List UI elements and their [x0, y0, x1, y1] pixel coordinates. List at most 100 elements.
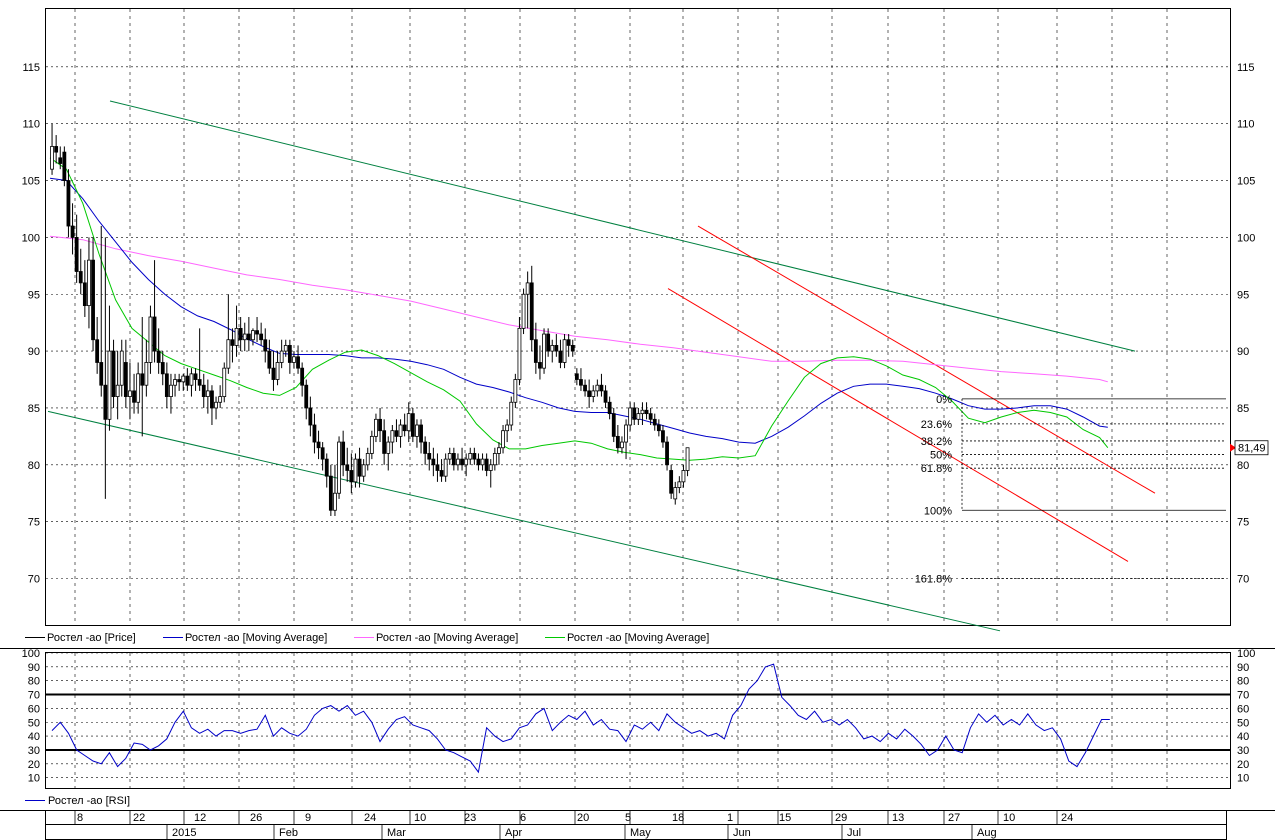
candle-body	[82, 282, 87, 307]
candle-body	[579, 379, 583, 386]
rsi-legend: Ростел -ао [RSI]	[25, 795, 130, 807]
x-day-label: 29	[835, 812, 847, 824]
candle-body	[480, 458, 485, 466]
candle-body	[406, 413, 411, 432]
candle-body	[267, 350, 272, 369]
price-y-tick-label-right: 75	[1237, 517, 1249, 529]
price-y-tick-label-right: 85	[1237, 403, 1249, 415]
price-y-tick-label-left: 105	[22, 176, 40, 188]
candle-body	[644, 409, 649, 415]
candle-body	[472, 453, 477, 460]
candle-body	[648, 413, 653, 420]
candle-body	[611, 413, 616, 437]
candle-body	[128, 390, 132, 397]
candle-body	[300, 367, 305, 386]
candle-body	[230, 339, 235, 346]
rsi-panel-frame	[45, 652, 1231, 789]
x-month-label: Jun	[733, 827, 751, 839]
rsi-y-tick-label-left: 10	[28, 773, 40, 785]
candle-body	[386, 441, 391, 454]
candle-body	[164, 373, 169, 397]
candle-body	[156, 350, 161, 363]
candle-body	[214, 401, 218, 409]
candle-body	[328, 475, 333, 511]
x-day-label: 18	[672, 812, 684, 824]
fibonacci-level-label: 100%	[924, 505, 952, 517]
candle-body	[320, 447, 325, 460]
price-y-tick-label-left: 90	[28, 346, 40, 358]
rsi-y-tick-label-right: 10	[1237, 773, 1249, 785]
candle-body	[517, 327, 522, 380]
fibonacci-retracement: 0% 23.6% 38.2% 50%61.8% 100% 161.8%	[915, 394, 1226, 586]
candle-body	[275, 362, 280, 380]
candle-body	[304, 384, 309, 409]
rsi-legend-label: Ростел -ао [RSI]	[48, 795, 130, 807]
candle-body	[177, 379, 182, 383]
candle-body	[652, 418, 657, 426]
price-panel-frame	[45, 8, 1231, 626]
candle-body	[558, 350, 563, 363]
candle-body	[394, 430, 399, 437]
price-y-tick-label-left: 115	[22, 62, 40, 74]
candle-body	[451, 453, 456, 466]
last-price-arrow	[1230, 443, 1236, 452]
candle-body	[136, 373, 141, 403]
candle-body	[456, 458, 460, 466]
candle-body	[140, 373, 145, 386]
fibonacci-level-label: 61.8%	[921, 463, 952, 475]
candle-body	[603, 390, 608, 403]
candle-body	[91, 259, 95, 341]
candle-body	[251, 330, 255, 341]
rsi-y-tick-label-left: 40	[28, 731, 40, 743]
candle-body	[632, 407, 637, 420]
x-day-label: 26	[250, 812, 262, 824]
candle-body	[501, 430, 505, 449]
candle-body	[259, 333, 264, 341]
candle-body	[439, 470, 444, 477]
moving-average-long-line	[49, 235, 1108, 383]
candle-body	[476, 458, 481, 466]
fibonacci-level-label: 161.8%	[915, 574, 953, 586]
candle-body	[349, 470, 354, 483]
candle-body	[460, 458, 464, 466]
candle-body	[546, 333, 551, 352]
candle-body	[497, 447, 501, 454]
price-y-axis: 70 70 75 75 80 80 85 85 90 90 95 95 100 100 105 105 110 1…	[22, 62, 1256, 586]
candle-body	[431, 458, 436, 466]
candle-body	[173, 379, 177, 386]
candle-body	[550, 345, 555, 352]
candle-body	[152, 316, 157, 352]
rsi-y-tick-label-right: 30	[1237, 745, 1249, 757]
candle-body	[529, 282, 534, 341]
candle-body	[279, 350, 284, 363]
price-y-tick-label-left: 95	[28, 289, 40, 301]
x-day-label: 24	[364, 812, 376, 824]
price-y-tick-label-right: 115	[1237, 62, 1255, 74]
candle-body	[415, 424, 419, 437]
candle-body	[123, 362, 128, 397]
rsi-y-tick-label-left: 100	[22, 648, 40, 660]
candle-body	[402, 424, 407, 432]
price-y-tick-label-left: 70	[28, 574, 40, 586]
candle-body	[661, 430, 665, 443]
candle-body	[222, 367, 227, 397]
candle-body	[312, 424, 317, 443]
candle-body	[337, 441, 341, 494]
candle-body	[181, 375, 186, 383]
candle-body	[189, 373, 194, 386]
candle-body	[374, 418, 378, 437]
last-price-box	[1234, 440, 1269, 456]
x-month-label: 2015	[172, 827, 196, 839]
candle-body	[324, 458, 329, 477]
candle-body	[390, 430, 395, 443]
rsi-y-tick-label-right: 80	[1237, 676, 1249, 688]
moving-average-short-line	[49, 157, 1109, 461]
candle-body	[435, 464, 440, 471]
candle-body	[99, 362, 104, 386]
candle-body	[369, 435, 374, 454]
candle-body	[271, 367, 276, 380]
candle-body	[103, 384, 108, 420]
candle-body	[513, 379, 518, 403]
rsi-y-tick-label-left: 60	[28, 703, 40, 715]
